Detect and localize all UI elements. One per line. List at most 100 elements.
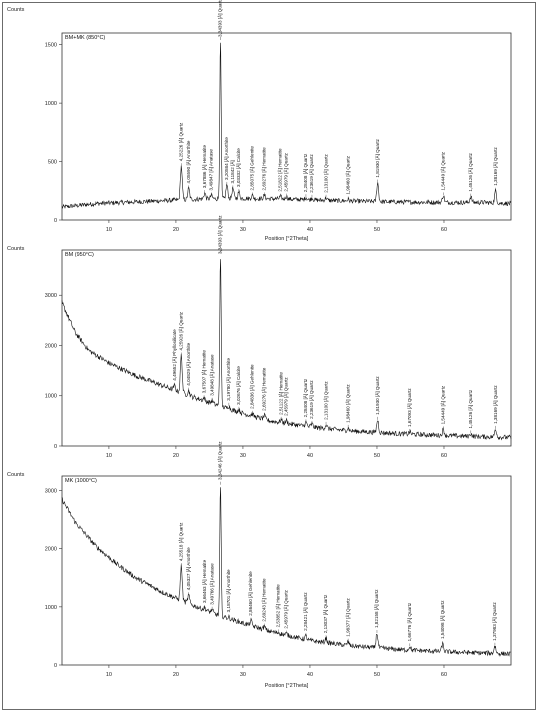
counts-label: Counts [7,7,25,13]
peak-label: 2,86460 [Å] Gehlenite [247,571,253,616]
peak-label: 2,84836 [Å] Gehlenite [249,364,255,409]
peak-label: 2,13037 [Å] Quartz [322,594,328,633]
peak-label: 3,66463 [Å] Hematite [201,559,207,603]
y-tick-label: 1500 [45,43,57,49]
peak-label: 3,11842 [Å] [229,160,235,183]
peak-label: 4,25226 [Å] Quartz [178,122,184,161]
diffractogram-trace [61,42,512,209]
x-tick-label: 60 [441,672,447,678]
peak-label: 1,54449 [Å] Quartz [440,385,446,424]
y-tick-label: 1000 [45,101,57,107]
x-tick-label: 50 [374,227,380,233]
plot-area [61,32,512,221]
xrd-panel-3: Counts MK (1000°C) 0 1000 2000 3000 10 20 30 40 50… [7,441,512,689]
peak-label: 2,53852 [Å] Hematite [275,584,281,628]
peak-label: 2,28421 [Å] Quartz [302,592,308,631]
peak-label: 4,04829 [Å] Anorthite [185,342,191,385]
peak-label: 1,37983 [Å] Quartz [491,602,497,641]
peak-label: 1,81930 [Å] Quartz [374,376,380,415]
y-tick-label: 1000 [45,605,57,611]
peak-label: 2,23619 [Å] Quartz [308,380,314,419]
peak-label: 3,34393 [Å] Quartz [217,215,223,254]
y-tick-label: 0 [54,663,57,669]
peak-label: 3,49766 [Å] Anatase [208,563,214,605]
sample-label: BM+MK (850°C) [65,35,105,41]
peak-label: 2,51122 [Å] Hematite [277,372,283,415]
y-tick-label: 1000 [45,394,57,400]
x-tick-label: 60 [441,453,447,459]
peak-label: 3,19780 [Å] Anorthite [225,357,231,400]
x-tick-label: 50 [374,453,380,459]
peak-label: 1,45126 [Å] Quartz [467,152,473,191]
peak-label: 2,85075 [Å] Gehlenite [249,146,255,191]
x-tick-label: 50 [374,672,380,678]
peak-label: 3,20584 [Å] Anorthite [223,137,229,180]
peak-label: 2,23619 [Å] Quartz [308,154,314,193]
peak-label: 3,49848 [Å] Anatase [208,354,214,396]
peak-label: 2,45979 [Å] Quartz [283,589,289,628]
x-tick-label: 30 [240,672,246,678]
x-tick-label: 20 [173,227,179,233]
peak-label: 2,51822 [Å] Hematite [277,148,283,192]
peak-label: 3,67507 [Å] Hematite [200,350,206,394]
peak-label: 2,13100 [Å] Quartz [322,381,328,420]
peak-label: 1,66776 [Å] Quartz [406,602,412,641]
x-tick-label: 30 [240,227,246,233]
peak-label: 2,69276 [Å] Hematite [261,147,267,191]
peak-label: 4,25518 [Å] Quartz [178,522,184,561]
peak-label: 3,34393 [Å] Quartz [217,0,223,37]
peak-label: 4,25926 [Å] Quartz [178,311,184,350]
peak-label: 1,38169 [Å] Quartz [492,385,498,424]
x-tick-label: 20 [173,453,179,459]
peak-label: 1,82158 [Å] Quartz [373,589,379,628]
sample-label: MK (1000°C) [65,478,97,484]
y-tick-label: 2000 [45,547,57,553]
peak-label: 1,98377 [Å] Quartz [344,597,350,636]
x-tick-label: 30 [240,453,246,459]
peak-label: 1,54449 [Å] Quartz [440,151,446,190]
peak-label: 1,54098 [Å] Quartz [439,600,445,639]
counts-label: Counts [7,472,25,478]
plot-area [61,475,512,666]
x-tick-label: 20 [173,672,179,678]
x-tick-label: 40 [307,672,313,678]
x-tick-label: 10 [106,453,112,459]
peak-label: 4,49652 [Å] Phyllosilicate [171,329,177,381]
peak-label: 3,03332 [Å] Calcite [235,148,241,187]
peak-label: 1,98460 [Å] Quartz [344,384,350,423]
x-tick-label: 40 [307,453,313,459]
peak-label: 2,69243 [Å] Hematite [261,578,267,622]
sample-label: BM (950°C) [65,252,94,258]
peak-label: 4,05327 [Å] Anorthite [185,547,191,590]
peak-label: 3,18701 [Å] Anorthite [225,569,231,612]
y-tick-label: 0 [54,444,57,450]
y-tick-label: 3000 [45,489,57,495]
xrd-panel-1: Counts BM+MK (850°C) 0 500 1000 1500 10 20 30 40 5… [7,0,512,242]
peak-label: 2,69276 [Å] Hematite [261,367,267,411]
y-tick-label: 0 [54,218,57,224]
x-tick-label: 40 [307,227,313,233]
peak-label: 1,81930 [Å] Quartz [374,138,380,177]
x-tick-label: 10 [106,672,112,678]
peak-label: 3,34246 [Å] Quartz [217,441,223,480]
peak-label: 3,02676 [Å] Calcite [235,366,241,405]
peak-label: 3,67886 [Å] Hematite [201,145,207,189]
x-axis-label: Position [°2Theta] [265,683,309,689]
xrd-panel-2: Counts BM (950°C) 0 1000 2000 3000 10 20 30 40 50 6… [7,215,512,459]
peak-label: 4,05590 [Å] Anorthite [185,140,191,183]
y-tick-label: 3000 [45,293,57,299]
y-tick-label: 500 [48,160,57,166]
peak-label: 1,98460 [Å] Quartz [344,155,350,194]
x-axis-label: Position [°2Theta] [265,236,309,242]
plot-area [61,249,512,447]
peak-label: 2,45979 [Å] Quartz [283,152,289,191]
peak-label: 1,45126 [Å] Quartz [467,389,473,428]
peak-label: 2,13100 [Å] Quartz [322,154,328,193]
counts-label: Counts [7,246,25,252]
peak-label: 2,28408 [Å] Quartz [302,378,308,417]
peak-label: 1,38169 [Å] Quartz [492,147,498,186]
peak-label: 3,49847 [Å] Anatase [208,149,214,191]
x-tick-label: 60 [441,227,447,233]
